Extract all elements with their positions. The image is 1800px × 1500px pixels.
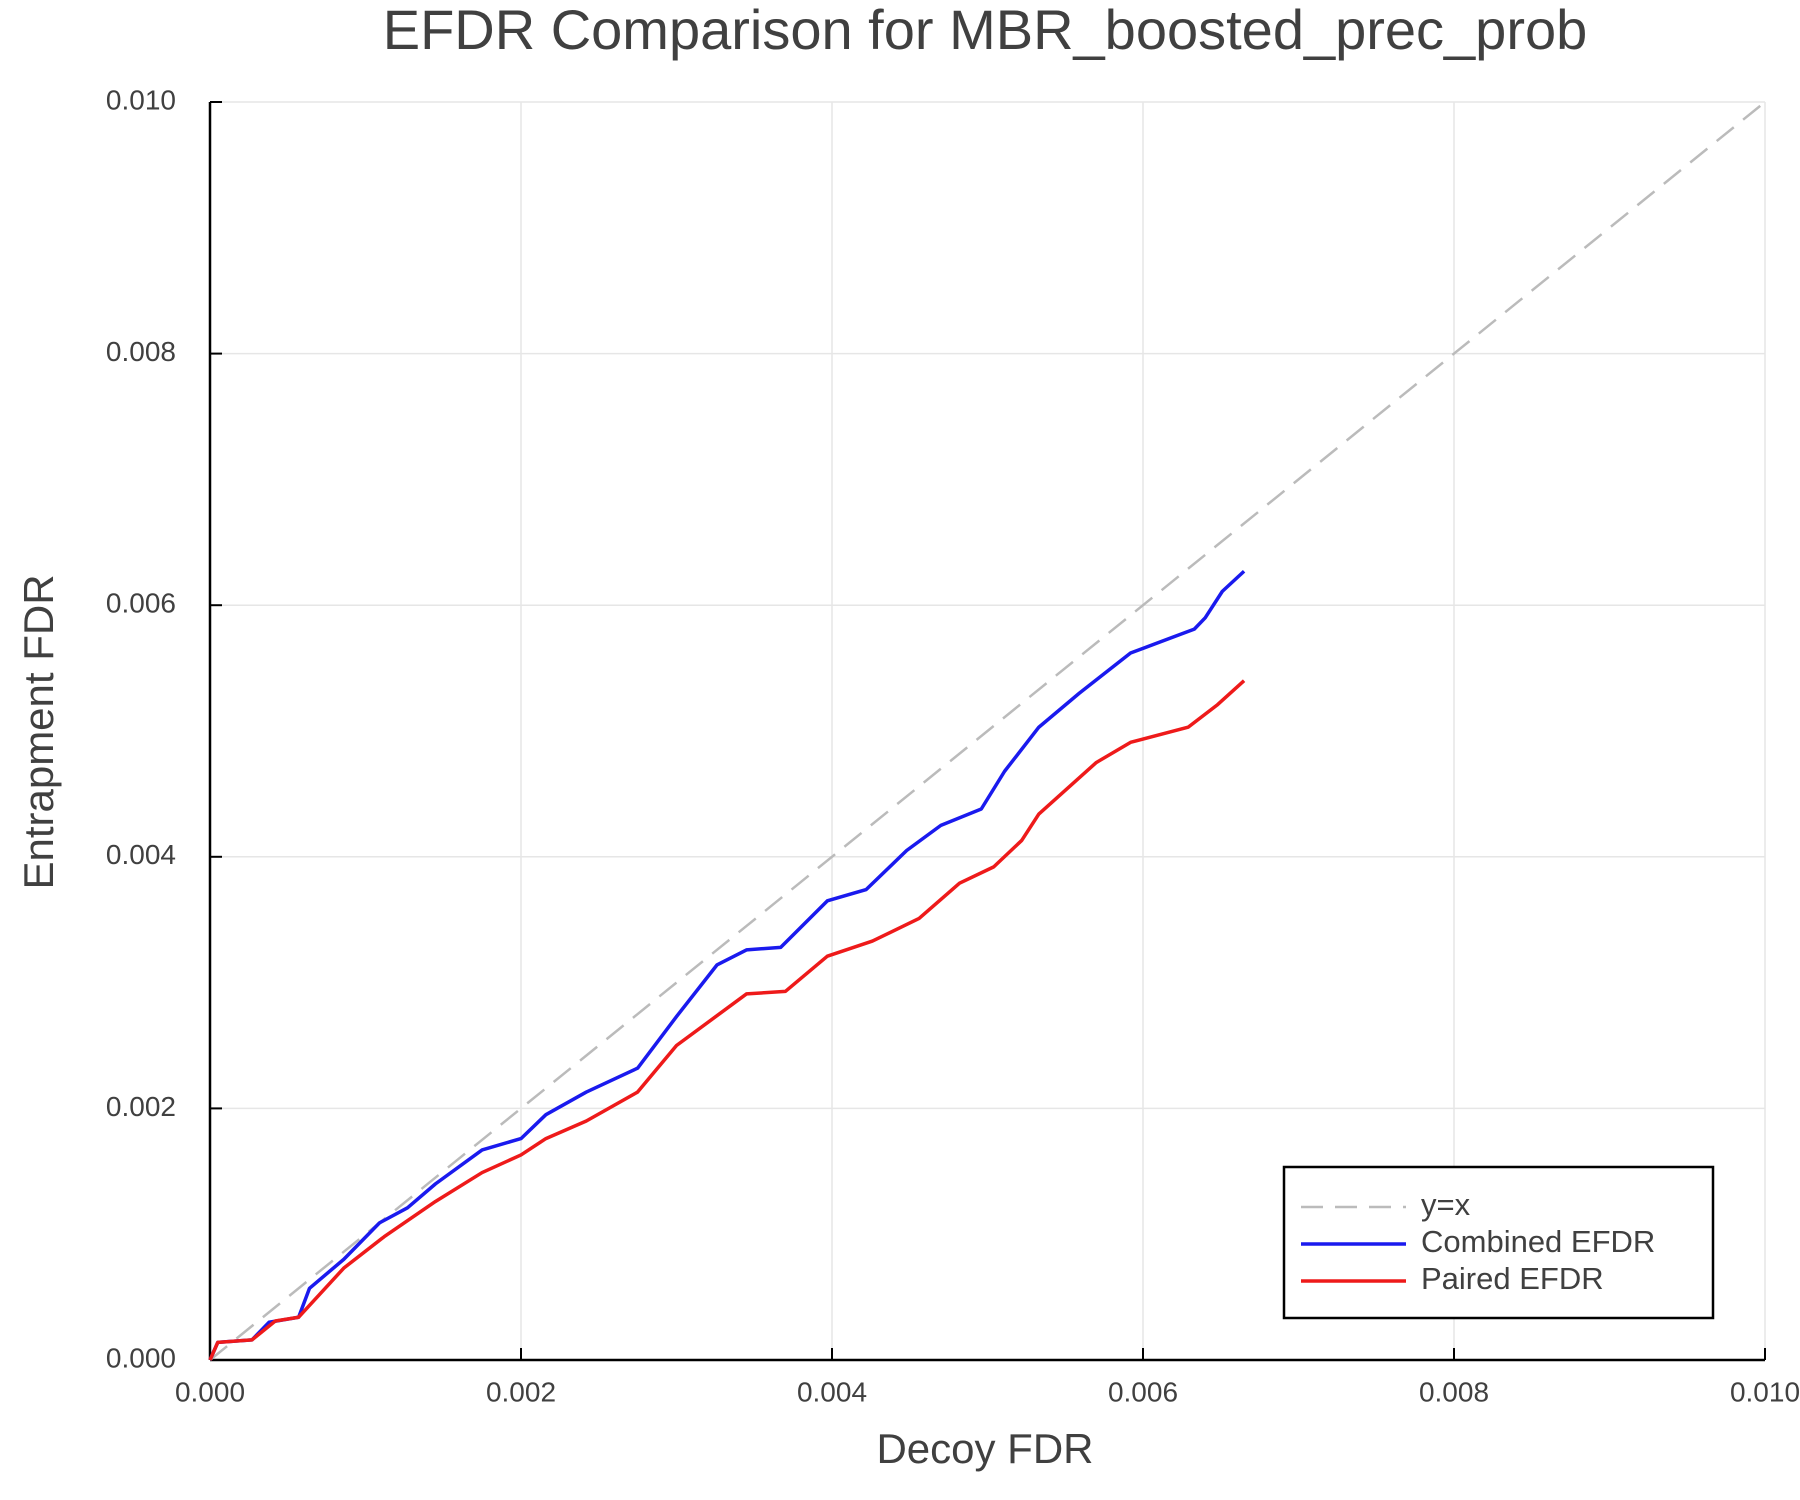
x-tick-label: 0.004 — [797, 1376, 867, 1407]
y-tick-label: 0.010 — [106, 84, 176, 115]
x-tick-label: 0.000 — [175, 1376, 245, 1407]
y-tick-label: 0.004 — [106, 839, 176, 870]
y-tick-label: 0.002 — [106, 1091, 176, 1122]
y-axis-label: Entrapment FDR — [15, 574, 62, 889]
legend-label: Combined EFDR — [1421, 1224, 1655, 1259]
y-tick-label: 0.006 — [106, 588, 176, 619]
line-series — [208, 679, 1246, 1361]
x-tick-label: 0.006 — [1108, 1376, 1178, 1407]
line-series — [208, 569, 1246, 1361]
x-tick-label: 0.010 — [1730, 1376, 1800, 1407]
line-series — [209, 101, 1766, 1361]
y-tick-label: 0.000 — [106, 1342, 176, 1373]
y-tick-label: 0.008 — [106, 336, 176, 367]
chart-title: EFDR Comparison for MBR_boosted_prec_pro… — [383, 0, 1588, 61]
legend-label: y=x — [1421, 1187, 1471, 1222]
x-axis-label: Decoy FDR — [876, 1425, 1093, 1472]
legend-label: Paired EFDR — [1421, 1261, 1604, 1296]
x-tick-label: 0.008 — [1419, 1376, 1489, 1407]
x-tick-label: 0.002 — [486, 1376, 556, 1407]
